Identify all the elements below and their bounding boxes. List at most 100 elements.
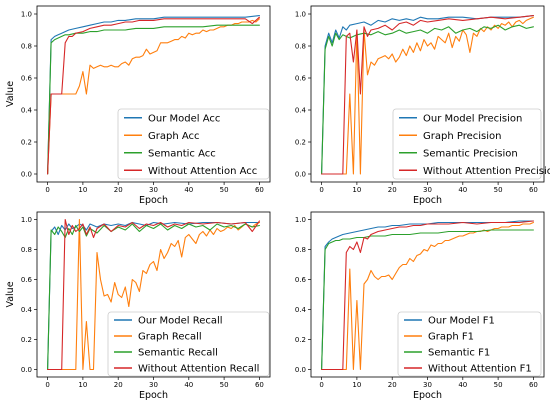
x-tick-label: 60 bbox=[529, 381, 538, 389]
series-line-3 bbox=[47, 24, 260, 175]
x-tick-label: 60 bbox=[529, 186, 538, 194]
x-tick-label: 20 bbox=[114, 381, 123, 389]
y-tick-label: 0.0 bbox=[21, 171, 32, 179]
y-tick-label: 0.6 bbox=[21, 276, 33, 284]
series-line-2 bbox=[321, 221, 534, 371]
legend-label-1: Our Model Recall bbox=[138, 316, 223, 327]
legend-label-3: Semantic Acc bbox=[148, 148, 216, 159]
legend: Our Model Acc Graph Acc Semantic Acc Withou… bbox=[117, 108, 270, 180]
x-tick-label: 40 bbox=[458, 381, 467, 389]
x-tick-label: 30 bbox=[423, 381, 432, 389]
y-tick-label: 0.8 bbox=[21, 43, 32, 51]
legend-label-1: Our Model F1 bbox=[428, 316, 495, 327]
legend-box bbox=[107, 311, 270, 377]
y-tick-label: 0.0 bbox=[21, 366, 32, 374]
y-tick-label: 1.0 bbox=[21, 216, 32, 224]
legend-box bbox=[117, 108, 270, 180]
legend-label-2: Graph Acc bbox=[148, 131, 200, 142]
legend-label-4: Without Attention F1 bbox=[428, 364, 532, 375]
x-tick-label: 30 bbox=[423, 186, 432, 194]
y-tick-label: 0.6 bbox=[21, 75, 33, 83]
legend-label-4: Without Attention Recall bbox=[138, 364, 259, 375]
x-axis-label: Epoch bbox=[139, 195, 168, 206]
x-tick-label: 10 bbox=[78, 186, 87, 194]
series-line-4 bbox=[321, 15, 534, 175]
chart-panel-3: 0 10 20 30 40 50 60 0.0 0.2 0.4 0.6 0.8 1.0 Epoch Valu… bbox=[5, 211, 271, 401]
x-tick-label: 50 bbox=[494, 186, 503, 194]
series-line-1 bbox=[47, 15, 260, 175]
legend-label-4: Without Attention Precision bbox=[423, 166, 550, 177]
y-tick-label: 0.8 bbox=[21, 246, 32, 254]
x-tick-label: 10 bbox=[352, 381, 361, 389]
series-line-3 bbox=[47, 223, 260, 371]
x-axis-label: Epoch bbox=[413, 390, 442, 401]
y-tick-label: 1.0 bbox=[21, 11, 32, 19]
legend-label-1: Our Model Precision bbox=[423, 113, 522, 124]
legend-label-2: Graph Precision bbox=[423, 131, 501, 142]
x-tick-label: 50 bbox=[220, 381, 229, 389]
legend-label-3: Semantic F1 bbox=[428, 348, 490, 359]
x-axis-label: Epoch bbox=[413, 195, 442, 206]
x-tick-label: 40 bbox=[184, 186, 193, 194]
legend-label-2: Graph F1 bbox=[428, 332, 474, 343]
legend-label-2: Graph Recall bbox=[138, 332, 202, 343]
x-tick-label: 0 bbox=[319, 381, 323, 389]
x-tick-label: 30 bbox=[149, 381, 158, 389]
x-tick-label: 0 bbox=[45, 381, 49, 389]
x-tick-label: 40 bbox=[184, 381, 193, 389]
chart-panel-4: 0 10 20 30 40 50 60 0.0 0.2 0.4 0.6 0.8 1.0 Epoch Our … bbox=[295, 211, 545, 401]
legend-box bbox=[392, 108, 542, 180]
y-tick-label: 0.4 bbox=[21, 306, 33, 314]
x-tick-label: 10 bbox=[78, 381, 87, 389]
series-line-4 bbox=[47, 218, 260, 371]
legend-box bbox=[397, 311, 542, 377]
y-tick-label: 0.4 bbox=[295, 107, 307, 115]
legend-label-3: Semantic Recall bbox=[138, 348, 218, 359]
y-tick-label: 0.2 bbox=[21, 139, 32, 147]
x-tick-label: 40 bbox=[458, 186, 467, 194]
x-tick-label: 0 bbox=[45, 186, 49, 194]
chart-panel-1: 0 10 20 30 40 50 60 0.0 0.2 0.4 0.6 0.8 1.0 Epoch Valu… bbox=[5, 5, 271, 206]
series-line-2 bbox=[47, 218, 260, 371]
x-tick-label: 50 bbox=[494, 381, 503, 389]
x-tick-label: 60 bbox=[255, 381, 264, 389]
series-line-1 bbox=[321, 15, 534, 175]
series-line-3 bbox=[321, 229, 534, 371]
chart-panel-2: 0 10 20 30 40 50 60 0.0 0.2 0.4 0.6 0.8 1.0 Epoch Our … bbox=[295, 5, 550, 206]
y-tick-label: 0.8 bbox=[295, 246, 306, 254]
x-tick-label: 10 bbox=[352, 186, 361, 194]
series-line-4 bbox=[47, 16, 260, 175]
y-axis-label: Value bbox=[5, 281, 16, 307]
x-tick-label: 50 bbox=[220, 186, 229, 194]
legend: Our Model Precision Graph Precision Semant… bbox=[392, 108, 550, 180]
y-tick-label: 0.0 bbox=[295, 366, 306, 374]
x-tick-label: 20 bbox=[114, 186, 123, 194]
y-tick-label: 1.0 bbox=[295, 216, 306, 224]
x-tick-label: 0 bbox=[319, 186, 323, 194]
x-tick-label: 30 bbox=[149, 186, 158, 194]
y-tick-label: 0.4 bbox=[21, 107, 33, 115]
y-tick-label: 0.0 bbox=[295, 171, 306, 179]
y-tick-label: 0.2 bbox=[21, 336, 32, 344]
y-tick-label: 0.2 bbox=[295, 336, 306, 344]
series-line-3 bbox=[321, 24, 534, 175]
y-tick-label: 0.6 bbox=[295, 75, 307, 83]
y-tick-label: 0.8 bbox=[295, 43, 306, 51]
y-tick-label: 0.6 bbox=[295, 276, 307, 284]
y-axis-label: Value bbox=[5, 81, 16, 107]
legend: Our Model F1 Graph F1 Semantic F1 Without A… bbox=[397, 311, 542, 377]
legend-label-1: Our Model Acc bbox=[148, 113, 220, 124]
x-tick-label: 20 bbox=[388, 381, 397, 389]
y-tick-label: 1.0 bbox=[295, 11, 306, 19]
series-line-4 bbox=[321, 220, 534, 371]
legend-label-4: Without Attention Acc bbox=[148, 166, 257, 177]
x-tick-label: 60 bbox=[255, 186, 264, 194]
y-tick-label: 0.2 bbox=[295, 139, 306, 147]
series-line-2 bbox=[47, 18, 260, 175]
x-tick-label: 20 bbox=[388, 186, 397, 194]
y-tick-label: 0.4 bbox=[295, 306, 307, 314]
x-axis-label: Epoch bbox=[139, 390, 168, 401]
series-line-1 bbox=[321, 220, 534, 371]
legend-label-3: Semantic Precision bbox=[423, 148, 518, 159]
